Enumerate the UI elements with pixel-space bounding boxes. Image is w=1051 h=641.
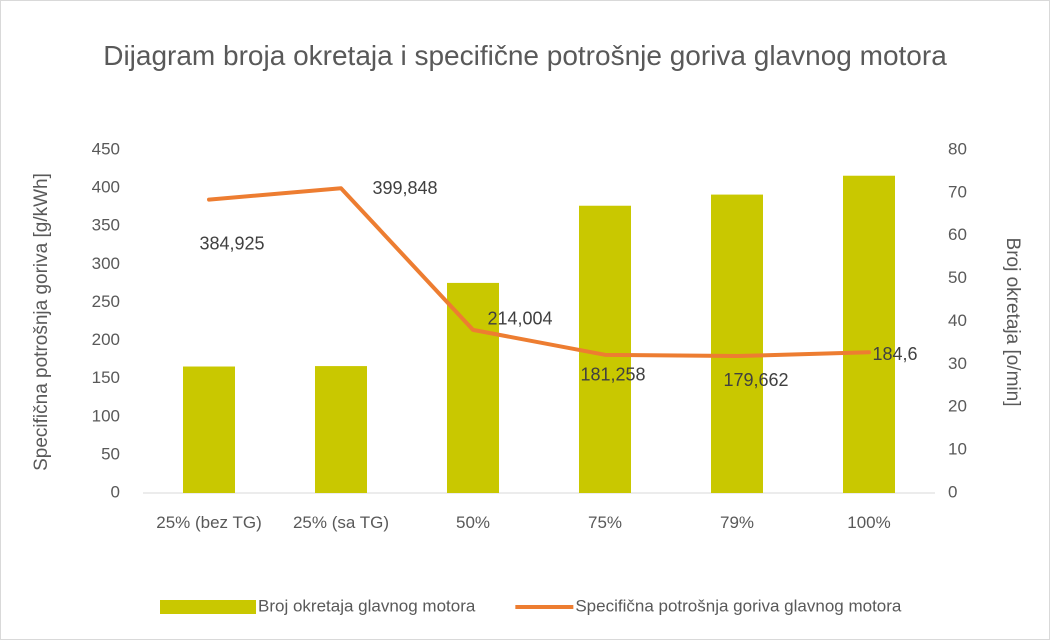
data-label: 214,004	[487, 309, 552, 329]
y2-tick-label: 10	[948, 440, 967, 459]
legend-label: Broj okretaja glavnog motora	[258, 596, 476, 615]
x-tick-label: 25% (bez TG)	[156, 513, 262, 532]
y-tick-label: 200	[92, 330, 120, 349]
legend-swatch	[160, 600, 256, 614]
y-tick-label: 250	[92, 292, 120, 311]
y-tick-label: 50	[101, 444, 120, 463]
y-tick-label: 450	[92, 139, 120, 158]
y2-tick-label: 20	[948, 397, 967, 416]
y-tick-label: 150	[92, 368, 120, 387]
data-label: 399,848	[372, 178, 437, 198]
y2-tick-label: 50	[948, 268, 967, 287]
bar	[843, 175, 895, 493]
y-tick-label: 0	[111, 482, 120, 501]
x-tick-label: 100%	[847, 513, 891, 532]
y2-tick-label: 30	[948, 354, 967, 373]
bar	[711, 194, 763, 493]
x-tick-label: 75%	[587, 513, 623, 532]
x-tick-label: 50%	[455, 513, 491, 532]
data-label: 184,6	[872, 344, 917, 364]
y2-tick-label: 70	[948, 182, 967, 201]
y-tick-label: 300	[92, 254, 120, 273]
data-label: 181,258	[580, 365, 645, 385]
x-tick-label: 25% (sa TG)	[292, 513, 390, 532]
legend-label: Specifična potrošnja goriva glavnog moto…	[575, 596, 902, 615]
y-tick-label: 350	[92, 216, 120, 235]
x-tick-label: 79%	[719, 513, 755, 532]
y-tick-label: 100	[92, 406, 120, 425]
y2-tick-label: 60	[948, 225, 967, 244]
bar	[447, 282, 499, 493]
bar	[579, 205, 631, 494]
y-tick-label: 400	[92, 178, 120, 197]
data-label: 384,925	[199, 233, 264, 253]
y-axis-label: Specifična potrošnja goriva [g/kWh]	[31, 173, 52, 471]
line	[207, 186, 871, 359]
y2-tick-label: 0	[948, 482, 957, 501]
bar	[315, 366, 367, 493]
y2-tick-label: 40	[948, 311, 967, 330]
chart-title: Dijagram broja okretaja i specifične pot…	[103, 40, 947, 71]
data-label: 179,662	[723, 370, 788, 390]
y2-tick-label: 80	[948, 139, 967, 158]
y2-axis-label: Broj okretaja [o/min]	[1002, 238, 1023, 407]
bar	[183, 366, 235, 493]
